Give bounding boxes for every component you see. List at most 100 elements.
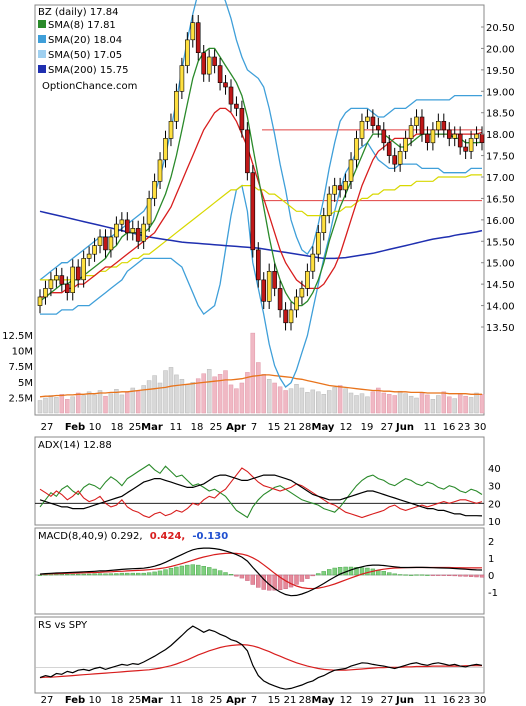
candlestick (266, 263, 272, 309)
x-tick-label: 10 (89, 695, 102, 706)
candlestick (234, 96, 239, 117)
candlestick (86, 246, 92, 267)
x-tick-label: Mar (141, 695, 163, 706)
macd-histogram-bar (463, 574, 468, 577)
candlestick (435, 113, 441, 138)
candlestick (185, 32, 190, 74)
macd-histogram-bar (92, 573, 97, 576)
x-tick-label: 25 (210, 695, 223, 706)
macd-histogram-bar (414, 574, 419, 576)
volume-bar (436, 395, 441, 414)
macd-histogram-bar (228, 574, 234, 576)
macd-histogram-bar (365, 567, 370, 576)
price-tick-label: 19.00 (486, 87, 515, 98)
volume-bar (86, 391, 92, 414)
macd-histogram-bar (65, 574, 70, 576)
upper-band-line (39, 0, 482, 281)
macd-histogram-bar (54, 574, 59, 576)
volume-bar (250, 332, 256, 414)
candlestick (174, 83, 179, 129)
x-tick-label: Apr (226, 695, 246, 706)
macd-histogram-bar (354, 567, 359, 576)
macd-histogram-bar (141, 572, 146, 576)
candlestick (201, 45, 206, 82)
legend-label: SMA(8) 17.81 (48, 20, 116, 31)
candlestick (310, 246, 316, 279)
macd-histogram-bar (305, 574, 310, 579)
candlestick (212, 49, 217, 74)
volume-bar (75, 392, 81, 414)
macd-histogram-bar (217, 570, 223, 576)
macd-histogram-bar (37, 574, 43, 576)
volume-bar (103, 395, 108, 414)
volume-tick-label: 7.5M (8, 362, 33, 373)
candlestick (81, 250, 86, 288)
candlestick (365, 109, 370, 129)
x-tick-label: Jun (395, 695, 414, 706)
macd-histogram-bar (81, 573, 86, 576)
candlestick (190, 15, 196, 48)
candlestick (463, 139, 468, 159)
macd-tick-label: 0 (488, 571, 494, 582)
candlestick (217, 57, 223, 91)
macd-histogram-bar (212, 568, 217, 576)
legend-label: SMA(200) 15.75 (48, 65, 129, 76)
macd-histogram-bar (458, 574, 463, 577)
price-tick-label: 20.50 (486, 23, 515, 34)
macd-histogram-bar (190, 564, 196, 576)
volume-bar (430, 399, 436, 414)
macd-histogram-bar (452, 574, 457, 577)
volume-bar (386, 394, 392, 414)
candlestick (446, 122, 452, 147)
candlestick (108, 229, 114, 258)
x-tick-label: 23 (458, 695, 471, 706)
rs-average-line (39, 643, 482, 679)
x-tick-label: May (312, 695, 335, 706)
macd-histogram-bar (299, 574, 305, 582)
adx-line (39, 474, 483, 517)
candlestick (223, 75, 228, 95)
candlestick (97, 229, 103, 254)
volume-bar (114, 389, 119, 414)
x-tick-label: 11 (424, 422, 437, 433)
candlestick (245, 122, 250, 181)
macd-tick-label: -1 (488, 588, 498, 599)
volume-bar (190, 382, 196, 414)
macd-histogram-bar (135, 572, 141, 576)
volume-bar (474, 392, 479, 414)
candlestick (386, 135, 392, 164)
volume-bar (365, 396, 370, 414)
x-tick-label: 18 (111, 422, 124, 433)
macd-histogram-bar (201, 566, 206, 576)
candlestick (305, 263, 310, 297)
candlestick (403, 130, 408, 159)
volume-bar (310, 389, 316, 414)
macd-histogram-bar (277, 574, 283, 591)
volume-bar (130, 387, 136, 414)
macd-histogram-bar (381, 571, 386, 576)
legend-swatch (38, 50, 46, 58)
candlestick (468, 130, 474, 159)
macd-histogram-bar (146, 572, 152, 576)
candlestick (37, 289, 43, 314)
volume-bar (376, 387, 381, 414)
macd-hist-value: -0.130 (192, 531, 228, 542)
candlestick (354, 130, 359, 168)
adx-tick-label: 20 (488, 499, 501, 510)
macd-histogram-bar (195, 564, 201, 576)
price-tick-label: 15.50 (486, 237, 515, 248)
adx-tick-label: 10 (488, 517, 501, 528)
macd-histogram-bar (430, 574, 436, 576)
volume-bar (343, 388, 348, 414)
volume-bar (152, 375, 157, 414)
x-tick-label: Jun (395, 422, 414, 433)
sma200-line (39, 210, 483, 260)
x-tick-label: 21 (284, 422, 297, 433)
candlestick (441, 113, 447, 138)
price-tick-label: 17.00 (486, 173, 515, 184)
macd-histogram-bar (392, 573, 397, 576)
volume-bar (234, 388, 239, 414)
volume-bar (419, 392, 425, 414)
candlestick (135, 220, 141, 249)
macd-histogram-bar (179, 565, 185, 576)
